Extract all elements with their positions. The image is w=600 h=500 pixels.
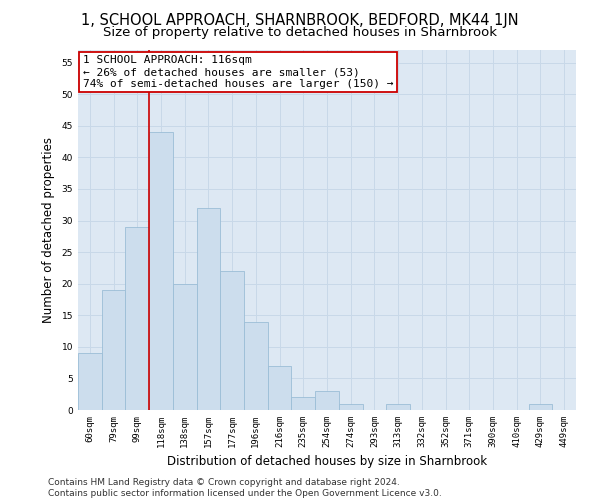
- Bar: [173, 284, 197, 410]
- Bar: [197, 208, 220, 410]
- Bar: [386, 404, 410, 410]
- Bar: [529, 404, 552, 410]
- Y-axis label: Number of detached properties: Number of detached properties: [41, 137, 55, 323]
- X-axis label: Distribution of detached houses by size in Sharnbrook: Distribution of detached houses by size …: [167, 456, 487, 468]
- Bar: [149, 132, 173, 410]
- Text: Contains HM Land Registry data © Crown copyright and database right 2024.
Contai: Contains HM Land Registry data © Crown c…: [48, 478, 442, 498]
- Text: 1 SCHOOL APPROACH: 116sqm
← 26% of detached houses are smaller (53)
74% of semi-: 1 SCHOOL APPROACH: 116sqm ← 26% of detac…: [83, 56, 394, 88]
- Bar: [102, 290, 125, 410]
- Bar: [292, 398, 315, 410]
- Bar: [268, 366, 292, 410]
- Bar: [315, 391, 339, 410]
- Bar: [220, 271, 244, 410]
- Bar: [339, 404, 362, 410]
- Bar: [125, 227, 149, 410]
- Bar: [244, 322, 268, 410]
- Bar: [78, 353, 102, 410]
- Text: Size of property relative to detached houses in Sharnbrook: Size of property relative to detached ho…: [103, 26, 497, 39]
- Text: 1, SCHOOL APPROACH, SHARNBROOK, BEDFORD, MK44 1JN: 1, SCHOOL APPROACH, SHARNBROOK, BEDFORD,…: [81, 12, 519, 28]
